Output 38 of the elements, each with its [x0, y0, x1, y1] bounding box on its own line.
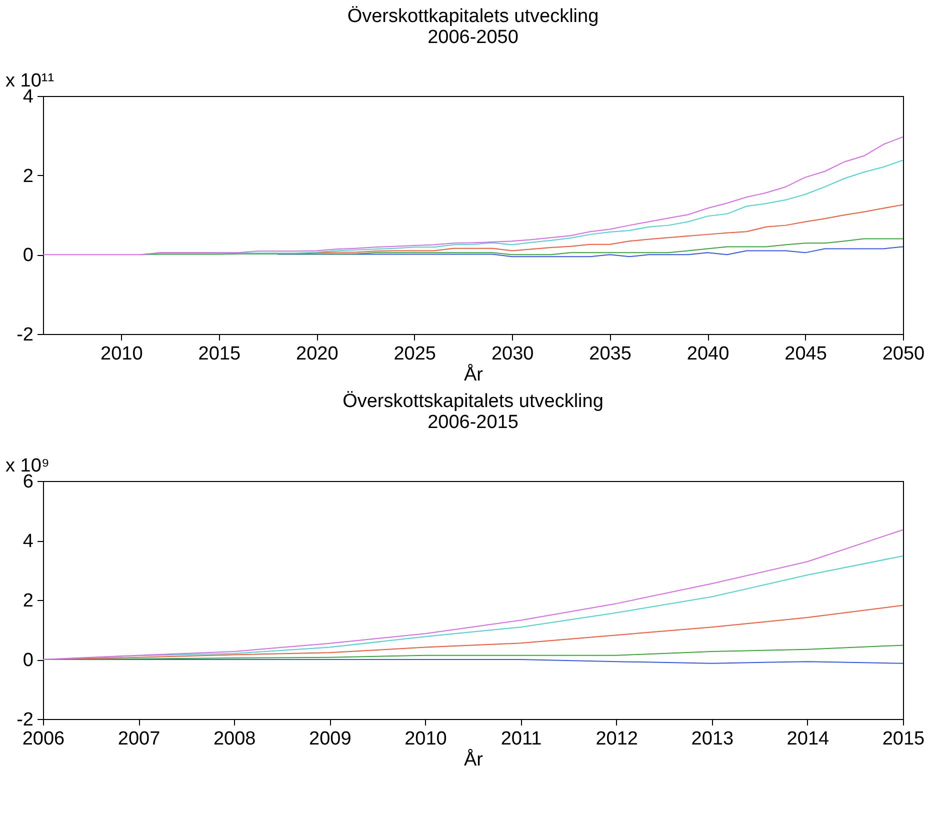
x-tick-label: 2009 — [309, 728, 352, 750]
y-tick-label: 6 — [22, 472, 34, 492]
line-series — [43, 529, 903, 660]
x-tick-label: 2012 — [596, 728, 638, 750]
y-tick-label: -2 — [16, 324, 34, 346]
x-tick-label: 2011 — [500, 728, 542, 750]
y-tick-label: 0 — [22, 650, 34, 671]
y-tick-label: 4 — [22, 86, 34, 108]
x-tick-label: 2020 — [296, 344, 338, 364]
y-tick-label: 2 — [22, 590, 34, 612]
x-tick-label: 2006 — [22, 728, 65, 750]
line-series — [277, 246, 903, 258]
x-tick-label: 2035 — [589, 344, 632, 364]
chart-subtitle: 2006-2050 — [428, 27, 518, 48]
line-series — [277, 204, 903, 254]
x-tick-label: 2015 — [882, 728, 925, 750]
x-tick-label: 2007 — [118, 728, 160, 750]
chart-subtitle: 2006-2015 — [428, 412, 518, 433]
y-tick-label: -2 — [16, 710, 34, 730]
x-tick-label: 2010 — [404, 728, 447, 750]
line-series — [43, 136, 903, 256]
x-tick-label: 2013 — [691, 728, 734, 750]
y-tick-label: 2 — [22, 166, 34, 187]
x-tick-label: 2030 — [491, 344, 534, 364]
y-tick-label: 4 — [22, 531, 34, 552]
x-tick-label: 2015 — [198, 344, 241, 364]
x-axis-title: År — [464, 748, 484, 770]
x-tick-label: 2014 — [786, 728, 830, 750]
x-tick-label: 2025 — [394, 344, 436, 364]
x-tick-label: 2050 — [882, 344, 925, 364]
chart-title: Överskottkapitalets utveckling — [347, 6, 599, 27]
x-tick-label: 2010 — [100, 344, 143, 364]
x-tick-label: 2008 — [213, 728, 256, 750]
chart-title: Överskottskapitalets utveckling — [342, 391, 604, 412]
y-tick-label: 0 — [22, 245, 34, 266]
x-tick-label: 2045 — [784, 344, 827, 364]
x-axis-title: År — [464, 364, 484, 386]
x-tick-label: 2040 — [686, 344, 730, 364]
